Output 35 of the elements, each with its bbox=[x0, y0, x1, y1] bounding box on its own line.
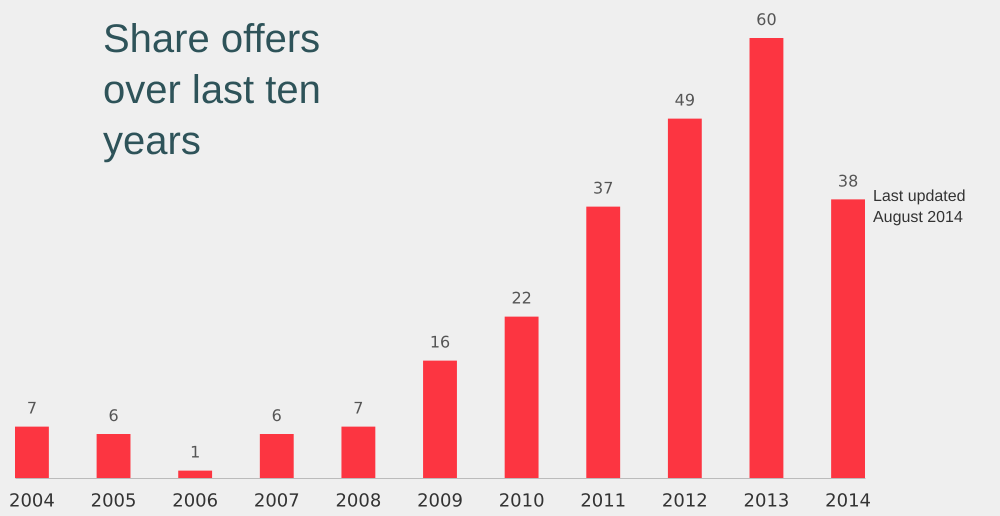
text: Last updated August 2014 bbox=[873, 187, 967, 228]
bar bbox=[586, 206, 620, 478]
data-label: 49 bbox=[674, 90, 696, 110]
x-tick-label: 2011 bbox=[580, 490, 626, 512]
x-tick-label: 2005 bbox=[90, 490, 136, 512]
text: Share offers over last ten years bbox=[103, 16, 322, 165]
bar bbox=[15, 426, 49, 478]
bar bbox=[504, 316, 539, 478]
x-tick-label: 2006 bbox=[172, 490, 218, 512]
data-label: 16 bbox=[430, 332, 450, 352]
data-label: 37 bbox=[593, 178, 614, 198]
x-tick-label: 2013 bbox=[744, 490, 790, 512]
bar bbox=[96, 434, 130, 478]
x-tick-label: 2010 bbox=[498, 490, 545, 512]
x-tick-label: 2007 bbox=[254, 490, 300, 512]
x-tick-label: 2009 bbox=[417, 490, 463, 512]
data-label: 7 bbox=[26, 398, 38, 418]
bar bbox=[831, 199, 865, 478]
data-label: 38 bbox=[838, 171, 858, 190]
bar bbox=[341, 426, 376, 478]
data-label: 60 bbox=[756, 10, 777, 29]
x-tick-label: 2012 bbox=[662, 490, 708, 512]
bar bbox=[178, 470, 212, 478]
data-label: 6 bbox=[108, 406, 119, 425]
x-tick-label: 2014 bbox=[825, 490, 871, 512]
data-label: 1 bbox=[190, 442, 200, 462]
bar bbox=[423, 360, 457, 478]
x-tick-label: 2004 bbox=[9, 490, 55, 512]
bar bbox=[260, 434, 294, 478]
data-label: 7 bbox=[353, 398, 364, 418]
x-tick-label: 2008 bbox=[335, 490, 382, 512]
bar bbox=[668, 118, 702, 478]
bar bbox=[750, 38, 784, 478]
data-label: 22 bbox=[511, 288, 532, 308]
data-label: 6 bbox=[272, 406, 282, 425]
